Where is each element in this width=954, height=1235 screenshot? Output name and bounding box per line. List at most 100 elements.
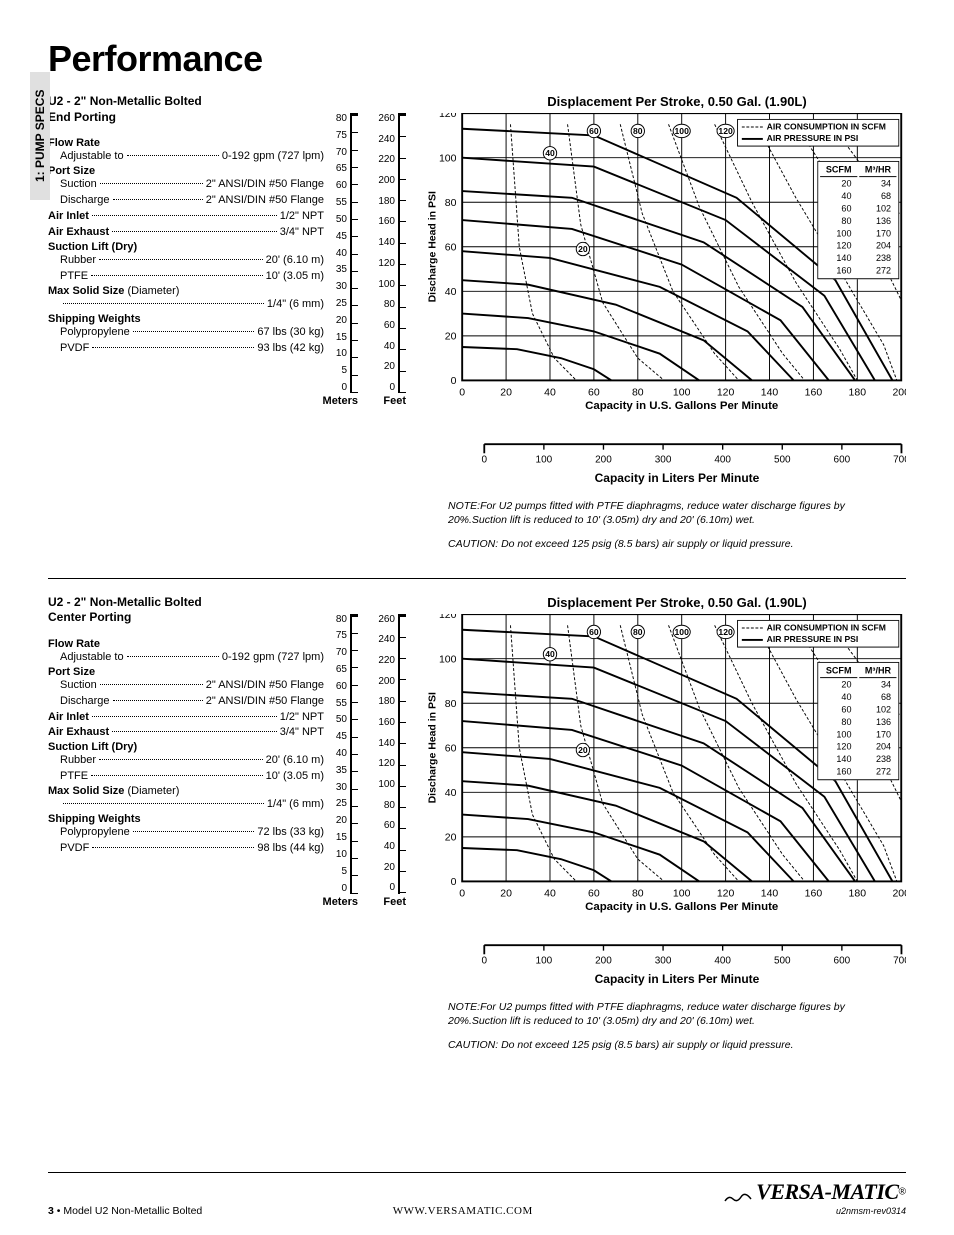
- spec-heading: Suction Lift (Dry): [48, 241, 324, 253]
- spec-row: Suction2" ANSI/DIN #50 Flange: [48, 678, 324, 694]
- svg-text:60: 60: [445, 743, 457, 754]
- svg-text:600: 600: [834, 454, 851, 465]
- svg-text:600: 600: [834, 955, 851, 966]
- section-divider: [48, 578, 906, 579]
- chart-notes: NOTE:For U2 pumps fitted with PTFE diaph…: [448, 499, 906, 552]
- svg-text:100: 100: [439, 154, 457, 165]
- svg-text:160: 160: [805, 888, 823, 899]
- svg-text:80: 80: [445, 699, 457, 710]
- footer-url: WWW.VERSAMATIC.COM: [393, 1205, 533, 1217]
- note-ptfe: NOTE:For U2 pumps fitted with PTFE diaph…: [448, 499, 906, 527]
- svg-text:20: 20: [500, 388, 512, 399]
- section-center-porting: U2 - 2" Non-Metallic Bolted Center Porti…: [48, 595, 906, 1063]
- page-title: Performance: [48, 38, 906, 80]
- svg-text:300: 300: [655, 454, 672, 465]
- spec-heading: Port Size: [48, 666, 324, 678]
- performance-chart: 20 40 60 80 100 120 140 1601201008060402…: [424, 614, 906, 914]
- footer-left: 3 • Model U2 Non-Metallic Bolted: [48, 1205, 202, 1217]
- svg-text:80: 80: [633, 126, 643, 136]
- svg-text:160: 160: [805, 388, 823, 399]
- spec-row: PTFE10' (3.05 m): [48, 769, 324, 785]
- spec-heading: Flow Rate: [48, 638, 324, 650]
- svg-text:40: 40: [545, 148, 555, 158]
- svg-text:180: 180: [849, 888, 867, 899]
- subtitle-line2: Center Porting: [48, 610, 131, 624]
- note-caution: CAUTION: Do not exceed 125 psig (8.5 bar…: [448, 537, 906, 551]
- svg-text:20: 20: [445, 832, 457, 843]
- spec-row: Rubber20' (6.10 m): [48, 753, 324, 769]
- spec-row: Air Exhaust3/4" NPT: [48, 725, 324, 741]
- scfm-table: SCFMM³/HR 203440686010280136100170120204…: [817, 661, 899, 779]
- svg-text:120: 120: [439, 113, 457, 120]
- spec-heading: Flow Rate: [48, 137, 324, 149]
- svg-text:20: 20: [578, 744, 588, 754]
- svg-text:0: 0: [451, 376, 457, 387]
- spec-heading: Port Size: [48, 165, 324, 177]
- svg-text:60: 60: [589, 626, 599, 636]
- x-axis-liters-label: Capacity in Liters Per Minute: [448, 471, 906, 485]
- x-axis-liters: 0 100 200 300 400 500 600 700: [448, 944, 906, 970]
- spec-row: Suction2" ANSI/DIN #50 Flange: [48, 177, 324, 193]
- svg-text:200: 200: [595, 955, 612, 966]
- svg-text:140: 140: [761, 388, 779, 399]
- spec-row: 1/4" (6 mm): [48, 297, 324, 313]
- chart-legend: AIR CONSUMPTION IN SCFM AIR PRESSURE IN …: [737, 119, 899, 147]
- svg-text:200: 200: [892, 388, 906, 399]
- spec-row: Rubber20' (6.10 m): [48, 253, 324, 269]
- subtitle-line1: U2 - 2" Non-Metallic Bolted: [48, 595, 202, 609]
- svg-text:0: 0: [459, 388, 465, 399]
- svg-text:40: 40: [544, 388, 556, 399]
- spec-heading: Shipping Weights: [48, 313, 324, 325]
- spec-row: Adjustable to0-192 gpm (727 lpm): [48, 149, 324, 165]
- svg-text:0: 0: [482, 955, 488, 966]
- svg-text:100: 100: [675, 126, 690, 136]
- y-axis-feet-label: Feet: [383, 896, 406, 908]
- spec-heading: Suction Lift (Dry): [48, 741, 324, 753]
- svg-text:100: 100: [673, 888, 691, 899]
- svg-text:Capacity in U.S. Gallons Per M: Capacity in U.S. Gallons Per Minute: [585, 400, 778, 412]
- svg-text:100: 100: [673, 388, 691, 399]
- svg-text:140: 140: [761, 888, 779, 899]
- note-caution: CAUTION: Do not exceed 125 psig (8.5 bar…: [448, 1038, 906, 1052]
- spec-row: Discharge2" ANSI/DIN #50 Flange: [48, 694, 324, 710]
- svg-text:40: 40: [544, 888, 556, 899]
- spec-heading: Max Solid Size (Diameter): [48, 785, 324, 797]
- svg-text:400: 400: [714, 955, 731, 966]
- spec-row: Discharge2" ANSI/DIN #50 Flange: [48, 193, 324, 209]
- svg-text:500: 500: [774, 955, 791, 966]
- svg-text:60: 60: [445, 243, 457, 254]
- svg-text:700: 700: [893, 454, 906, 465]
- spec-row: Air Exhaust3/4" NPT: [48, 225, 324, 241]
- spec-row: PVDF93 lbs (42 kg): [48, 341, 324, 357]
- subtitle-line1: U2 - 2" Non-Metallic Bolted: [48, 94, 202, 108]
- spec-row: 1/4" (6 mm): [48, 797, 324, 813]
- spec-row: Adjustable to0-192 gpm (727 lpm): [48, 650, 324, 666]
- svg-text:120: 120: [717, 888, 735, 899]
- svg-text:80: 80: [632, 888, 644, 899]
- spec-heading: Max Solid Size (Diameter): [48, 285, 324, 297]
- svg-text:60: 60: [588, 888, 600, 899]
- specs-column: U2 - 2" Non-Metallic Bolted End Porting …: [48, 94, 324, 562]
- svg-text:120: 120: [717, 388, 735, 399]
- spec-row: Air Inlet1/2" NPT: [48, 209, 324, 225]
- brand-logo: VERSA-MATIC® u2nmsm-rev0314: [723, 1179, 906, 1217]
- spec-heading: Shipping Weights: [48, 813, 324, 825]
- svg-text:40: 40: [545, 649, 555, 659]
- svg-text:60: 60: [588, 388, 600, 399]
- svg-text:100: 100: [675, 626, 690, 636]
- chart-column: Displacement Per Stroke, 0.50 Gal. (1.90…: [324, 94, 906, 562]
- svg-text:40: 40: [445, 287, 457, 298]
- svg-text:80: 80: [633, 626, 643, 636]
- svg-text:700: 700: [893, 955, 906, 966]
- svg-text:0: 0: [482, 454, 488, 465]
- spec-row: Polypropylene67 lbs (30 kg): [48, 325, 324, 341]
- x-axis-liters: 0 100 200 300 400 500 600 700: [448, 443, 906, 469]
- svg-text:Discharge Head in PSI: Discharge Head in PSI: [427, 692, 438, 803]
- section-end-porting: U2 - 2" Non-Metallic Bolted End Porting …: [48, 94, 906, 562]
- svg-text:0: 0: [451, 877, 457, 888]
- note-ptfe: NOTE:For U2 pumps fitted with PTFE diaph…: [448, 1000, 906, 1028]
- svg-text:400: 400: [714, 454, 731, 465]
- subtitle-line2: End Porting: [48, 110, 116, 124]
- svg-text:120: 120: [718, 126, 733, 136]
- spec-row: Air Inlet1/2" NPT: [48, 710, 324, 726]
